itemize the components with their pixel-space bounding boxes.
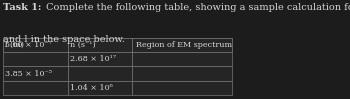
Text: 1.04 × 10⁶: 1.04 × 10⁶	[70, 84, 113, 92]
Bar	[132, 81, 232, 95]
Bar	[68, 38, 132, 52]
Bar	[132, 66, 232, 81]
Bar	[68, 66, 132, 81]
Bar	[132, 38, 232, 52]
Text: Task 1:: Task 1:	[3, 3, 41, 12]
Text: n (s⁻¹): n (s⁻¹)	[70, 41, 96, 49]
Bar	[132, 52, 232, 66]
Bar	[3, 66, 68, 81]
Bar	[68, 38, 132, 52]
Bar	[3, 81, 68, 95]
Text: Region of EM spectrum: Region of EM spectrum	[136, 41, 232, 49]
Bar	[3, 38, 68, 52]
Text: and l in the space below.: and l in the space below.	[3, 35, 125, 44]
Text: 3.85 × 10⁻⁵: 3.85 × 10⁻⁵	[5, 69, 52, 78]
Text: Complete the following table, showing a sample calculation for n: Complete the following table, showing a …	[43, 3, 350, 12]
Bar	[3, 52, 68, 66]
Text: l (m): l (m)	[5, 41, 25, 49]
Text: 2.68 × 10¹⁷: 2.68 × 10¹⁷	[70, 55, 116, 63]
Bar	[132, 38, 232, 52]
Bar	[3, 38, 68, 52]
Bar	[68, 52, 132, 66]
Text: 5.00 × 10⁻⁷: 5.00 × 10⁻⁷	[5, 41, 52, 49]
Bar	[68, 81, 132, 95]
